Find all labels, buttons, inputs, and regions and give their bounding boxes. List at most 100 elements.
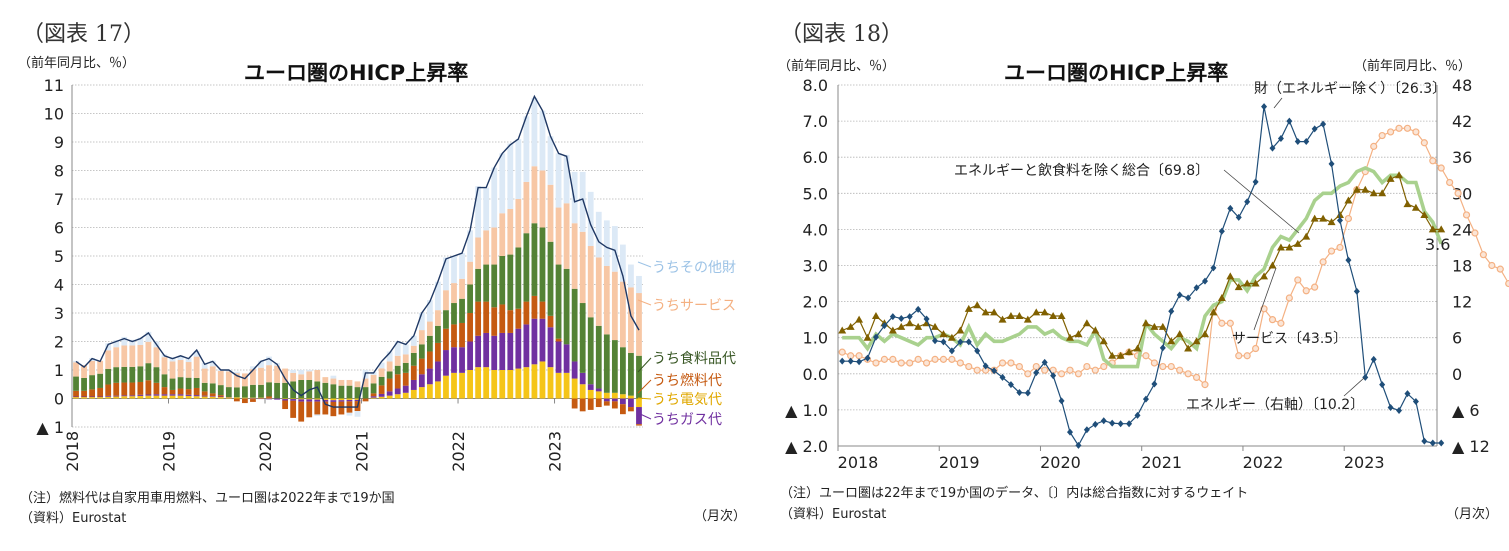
bar-segment xyxy=(571,361,578,379)
data-point xyxy=(1370,142,1378,150)
bar-segment xyxy=(209,396,216,399)
bar-segment xyxy=(306,399,313,402)
data-point xyxy=(1428,225,1437,233)
bar-segment xyxy=(330,398,337,401)
series-label-leader xyxy=(637,397,652,400)
data-point xyxy=(1479,251,1488,259)
bar-segment xyxy=(410,345,417,353)
data-point xyxy=(1454,189,1462,197)
bar-segment xyxy=(89,397,96,399)
data-point xyxy=(1429,439,1436,447)
bar-segment xyxy=(628,287,634,353)
bar-segment xyxy=(426,300,433,322)
bar-segment xyxy=(233,373,240,388)
data-point xyxy=(1142,395,1149,403)
bar-segment xyxy=(298,370,305,375)
data-point xyxy=(1403,200,1412,208)
bar-segment xyxy=(322,401,329,415)
annotation-energy: エネルギー（右軸）〔10.2〕 xyxy=(1186,397,1364,413)
bar-segment xyxy=(523,233,530,302)
bar-segment xyxy=(250,399,256,402)
bar-segment xyxy=(547,327,554,368)
data-point xyxy=(956,359,964,367)
bar-segment xyxy=(539,170,546,228)
bar-segment xyxy=(628,407,634,412)
data-point xyxy=(931,322,940,330)
bar-segment xyxy=(459,253,465,279)
bar-segment xyxy=(571,171,578,224)
data-point xyxy=(1260,272,1269,280)
x-year-label: 2023 xyxy=(546,431,565,472)
bar-segment xyxy=(386,391,393,396)
bar-segment xyxy=(636,398,642,408)
data-point xyxy=(1193,284,1200,292)
bar-segment xyxy=(483,332,490,368)
data-point xyxy=(990,308,999,316)
data-point xyxy=(1116,351,1125,359)
bar-segment xyxy=(306,401,313,418)
data-point xyxy=(1252,178,1259,186)
bar-segment xyxy=(636,407,642,425)
bar-segment xyxy=(322,398,329,400)
data-point xyxy=(1184,344,1193,352)
bar-segment xyxy=(137,394,144,396)
data-point xyxy=(1082,319,1091,327)
bar-segment xyxy=(386,395,393,399)
bar-segment xyxy=(97,397,104,399)
bar-segment xyxy=(314,370,321,382)
bar-segment xyxy=(370,397,377,399)
bar-segment xyxy=(282,400,289,410)
y-left-tick-label: 1.0 xyxy=(803,329,828,348)
bar-segment xyxy=(250,397,256,399)
bar-segment xyxy=(346,399,353,402)
data-point xyxy=(1175,330,1184,338)
x-year-label: 2020 xyxy=(256,431,275,472)
bar-segment xyxy=(185,395,192,399)
bar-segment xyxy=(499,153,506,214)
data-point xyxy=(1125,348,1134,356)
y-left-tick-label: ▲ 1.0 xyxy=(785,401,828,420)
data-point xyxy=(1235,352,1243,360)
bar-segment xyxy=(435,281,441,311)
bar-segment xyxy=(603,401,610,406)
bar-segment xyxy=(499,256,506,305)
bar-segment xyxy=(250,384,256,398)
bar-segment xyxy=(628,352,634,396)
series-label: うち燃料代 xyxy=(652,372,722,389)
y-right-tick-label: 36 xyxy=(1452,148,1472,167)
bar-segment xyxy=(362,398,369,402)
data-point xyxy=(1032,308,1041,316)
data-point xyxy=(1016,388,1023,396)
data-point xyxy=(1327,218,1336,226)
bar-segment xyxy=(628,395,634,399)
x-year-label: 2019 xyxy=(939,453,980,472)
bar-segment xyxy=(298,374,305,380)
bar-segment xyxy=(410,335,417,346)
series-label: うちその他財 xyxy=(652,260,736,276)
figure-18-chart: 8.0 7.0 6.0 5.0 4.0 3.0 2.0 1.0 0.0 ▲ 1.0 ▲ 2.0 48 4… xyxy=(785,76,1509,472)
data-point xyxy=(1420,210,1429,218)
bar-segment xyxy=(523,181,530,234)
bar-segment xyxy=(491,227,498,265)
data-point xyxy=(948,347,955,355)
data-point xyxy=(1074,330,1083,338)
bar-segment xyxy=(113,382,120,396)
bar-segment xyxy=(636,355,642,399)
bar-segment xyxy=(571,223,578,289)
bar-segment xyxy=(451,347,457,373)
data-point xyxy=(1066,366,1074,374)
bar-segment xyxy=(105,384,112,396)
bar-segment xyxy=(507,143,514,209)
bar-segment xyxy=(362,387,369,399)
bar-segment xyxy=(418,374,425,388)
bar-segment xyxy=(595,391,602,399)
data-point xyxy=(855,352,863,360)
bar-segment xyxy=(587,384,594,390)
bar-segment xyxy=(169,389,176,395)
bar-segment xyxy=(298,379,305,399)
data-point xyxy=(948,355,956,363)
bar-segment xyxy=(451,256,457,284)
bar-segment xyxy=(499,213,506,256)
bar-segment xyxy=(201,391,208,396)
bar-segment xyxy=(443,375,449,399)
